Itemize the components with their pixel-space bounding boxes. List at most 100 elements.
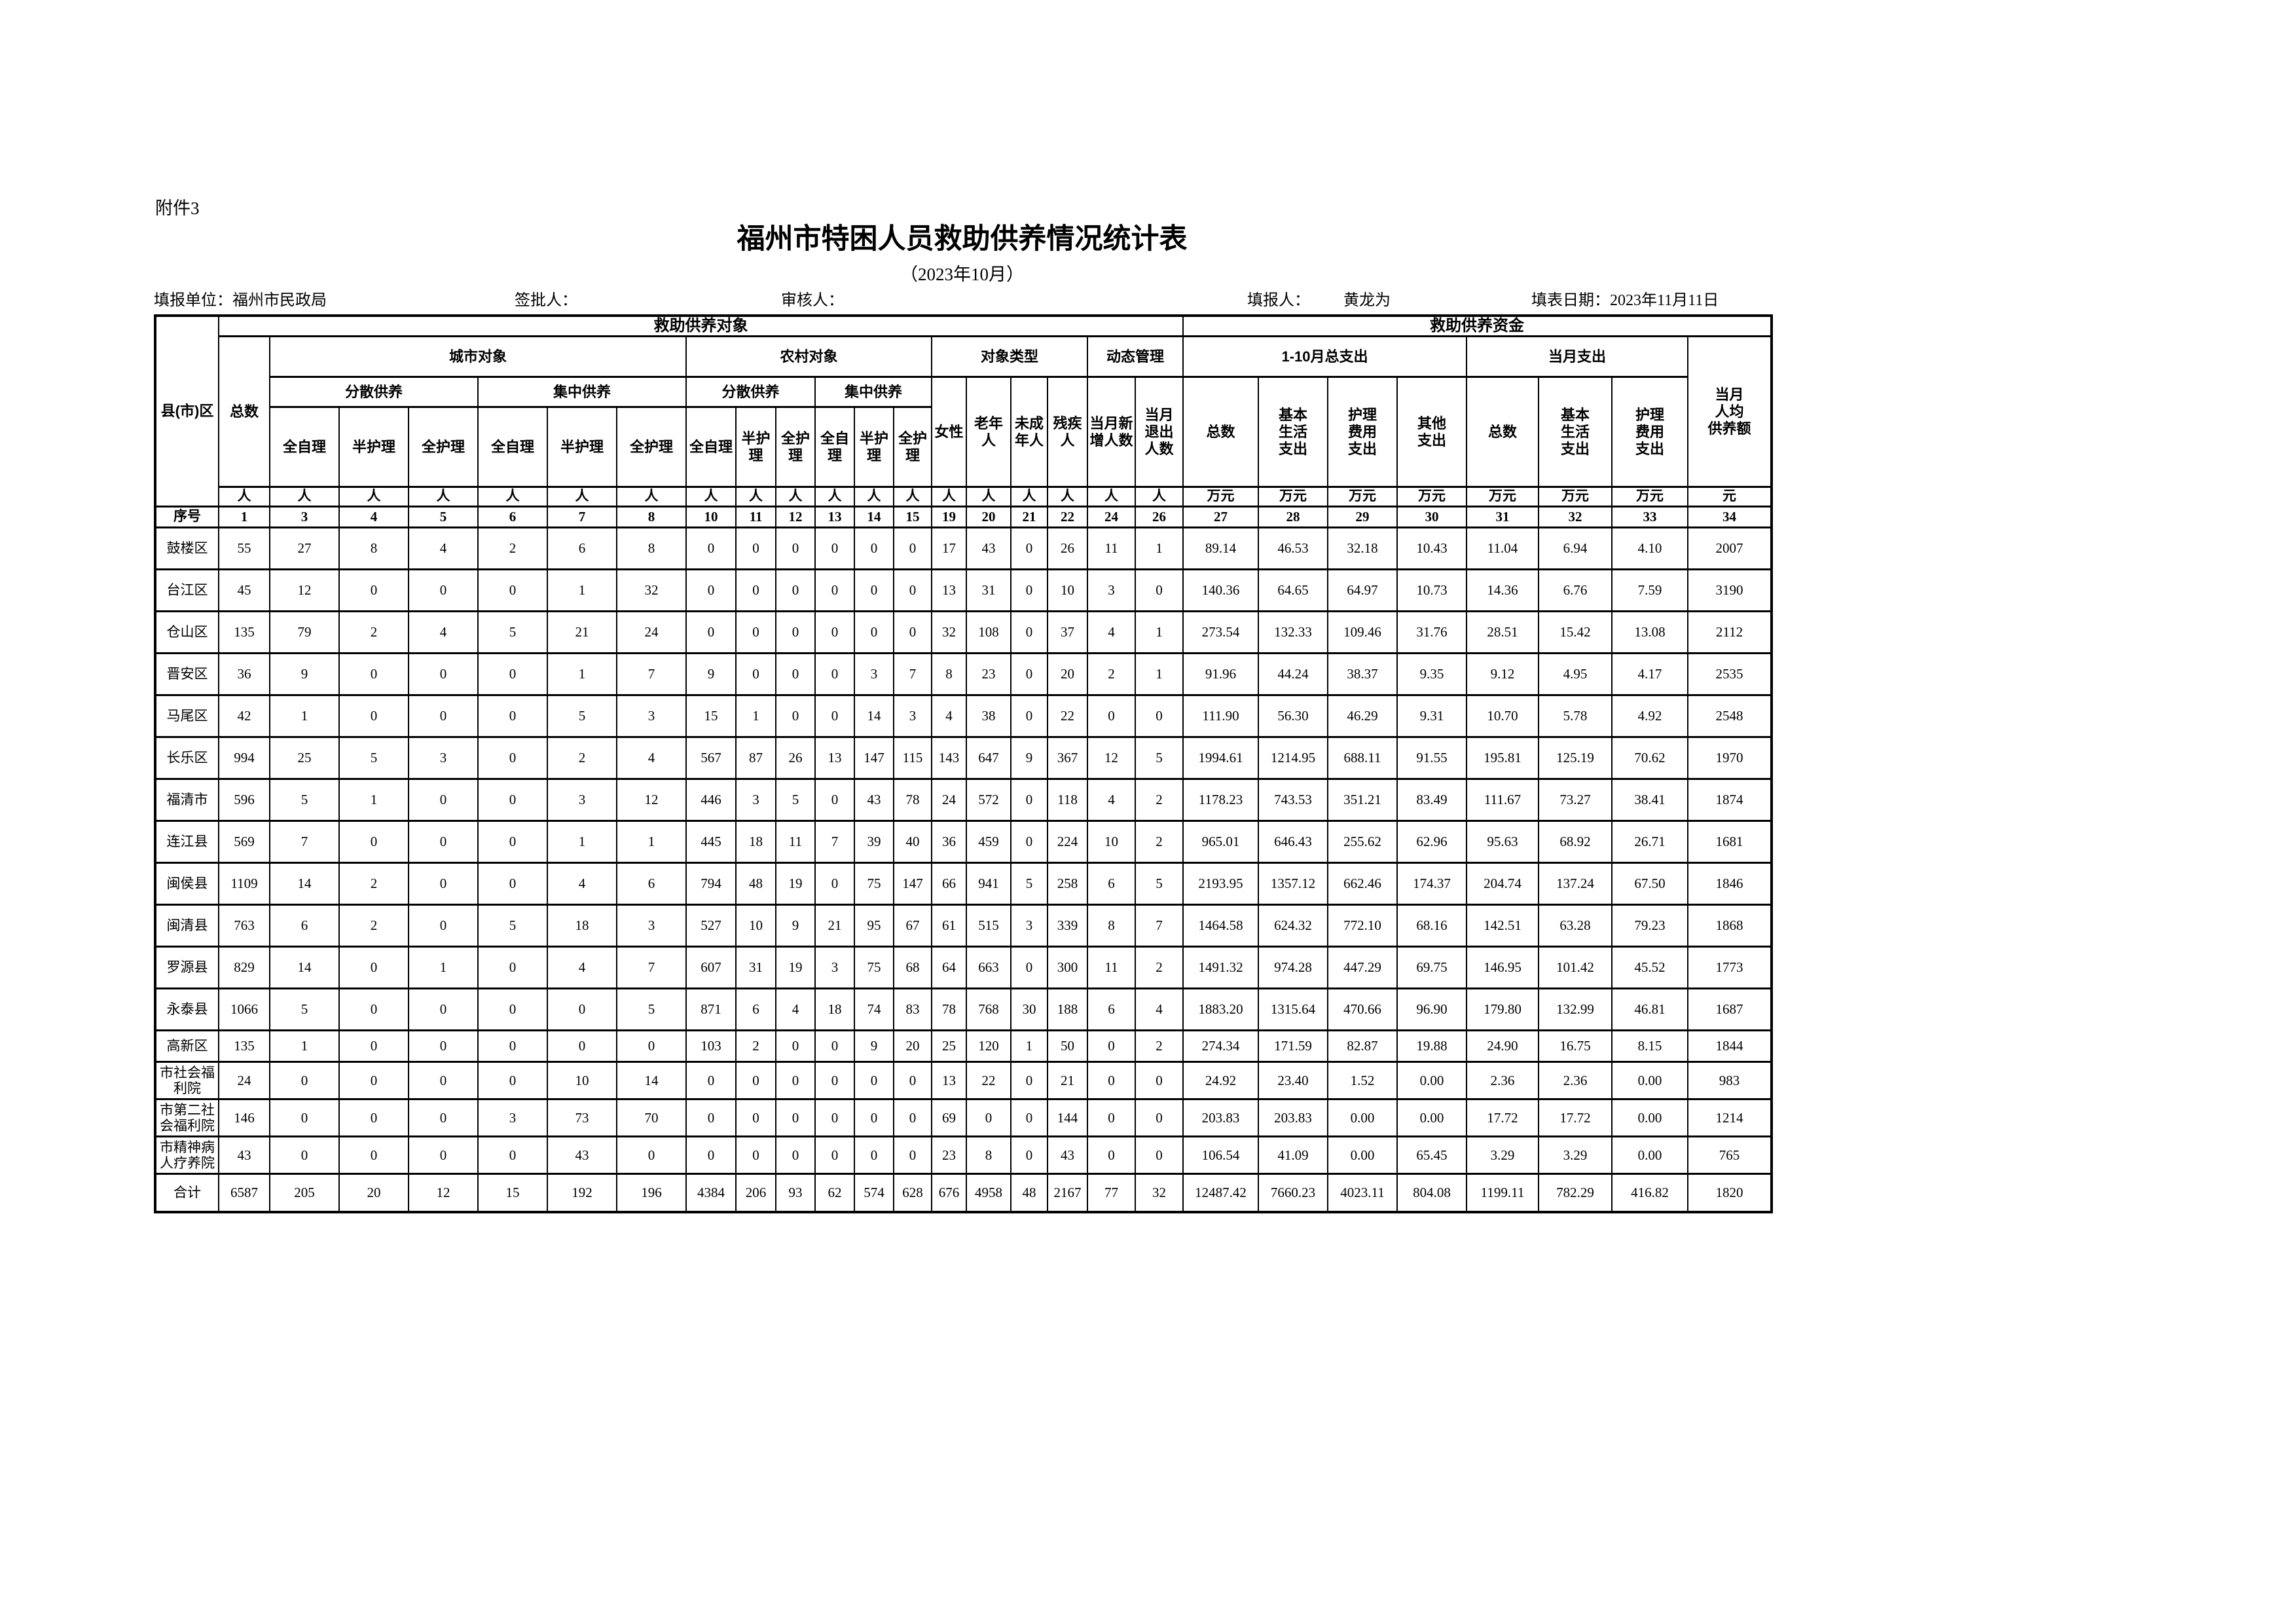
cell: 45.52 [1611, 946, 1688, 990]
seq-cell: 12 [775, 506, 816, 529]
cell: 1970 [1687, 736, 1772, 781]
row-label: 仓山区 [155, 610, 219, 655]
cell: 1820 [1687, 1173, 1772, 1213]
cell: 8 [966, 1135, 1011, 1175]
cell: 0 [1010, 568, 1048, 613]
header-row-3: 分散供养 集中供养 分散供养 集中供养 女性 老年 人 未成 年人 残疾 人 当… [155, 376, 1772, 489]
unit-cell: 人 [1047, 486, 1088, 508]
cell: 39 [854, 820, 894, 864]
table-row: 闽侯县 1109 14 2 0 0 4 6 794 48 19 0 75 147 66 941 5 258 6 5 21… [155, 862, 1772, 906]
cell: 0 [854, 1061, 894, 1101]
cell: 205 [269, 1173, 340, 1213]
cell: 101.42 [1538, 946, 1613, 990]
seq-cell: 20 [966, 506, 1011, 529]
cell: 1357.12 [1258, 862, 1328, 906]
cell: 0 [966, 1098, 1011, 1138]
col-header-total: 总数 [218, 335, 270, 489]
cell: 416.82 [1611, 1173, 1688, 1213]
cell: 109.46 [1327, 610, 1398, 655]
cell: 1874 [1687, 778, 1772, 822]
unit-cell: 人 [814, 486, 855, 508]
cell: 0 [408, 1029, 479, 1063]
table-row: 福清市 596 5 1 0 0 3 12 446 3 5 0 43 78 24 572 0 118 4 2 1178.2… [155, 778, 1772, 822]
col-header-total-expense: 总数 [1182, 376, 1259, 489]
cell: 0 [547, 987, 617, 1032]
cell: 132.33 [1258, 610, 1328, 655]
table-row: 晋安区 36 9 0 0 0 1 7 9 0 0 0 3 7 8 23 0 20 2 1 91.96 44.24 38.37… [155, 652, 1772, 697]
cell: 0 [269, 1061, 340, 1101]
cell: 95.63 [1466, 820, 1539, 864]
table-row: 长乐区 994 25 5 3 0 2 4 567 87 26 13 147 115 143 647 9 367 12… [155, 736, 1772, 781]
cell: 0 [1010, 652, 1048, 697]
cell: 144 [1047, 1098, 1088, 1138]
cell: 1868 [1687, 904, 1772, 948]
cell: 20 [338, 1173, 409, 1213]
cell: 7 [1135, 904, 1184, 948]
row-label: 马尾区 [155, 694, 219, 739]
cell: 132.99 [1538, 987, 1613, 1032]
cell: 4023.11 [1327, 1173, 1398, 1213]
seq-cell: 14 [854, 506, 894, 529]
cell: 624.32 [1258, 904, 1328, 948]
cell: 75 [854, 946, 894, 990]
cell: 6 [547, 526, 617, 571]
cell: 32 [616, 568, 687, 613]
cell: 965.01 [1182, 820, 1259, 864]
cell: 0 [854, 526, 894, 571]
cell: 2 [547, 736, 617, 781]
cell: 21 [547, 610, 617, 655]
cell: 115 [893, 736, 932, 781]
cell: 607 [685, 946, 737, 990]
cell: 0 [477, 1061, 548, 1101]
cell: 5 [616, 987, 687, 1032]
cell: 1199.11 [1466, 1173, 1539, 1213]
cell: 111.67 [1466, 778, 1539, 822]
cell: 4 [1135, 987, 1184, 1032]
header-row-4: 全自理 半护理 全护理 全自理 半护理 全护理 全自理 半护 理 全护 理 全自… [155, 406, 1772, 489]
cell: 7 [616, 652, 687, 697]
cell: 1214 [1687, 1098, 1772, 1138]
cell: 572 [966, 778, 1011, 822]
col-header-targets: 救助供养对象 [218, 314, 1184, 338]
cell: 19 [775, 862, 816, 906]
table-row: 罗源县 829 14 0 1 0 4 7 607 31 19 3 75 68 64 663 0 300 11 2 149… [155, 946, 1772, 990]
cell: 4 [931, 694, 967, 739]
col-header-rural-cent-self-care: 全自 理 [814, 406, 855, 489]
cell: 0 [1087, 1135, 1136, 1175]
cell: 1464.58 [1182, 904, 1259, 948]
cell: 941 [966, 862, 1011, 906]
cell: 0 [685, 1098, 737, 1138]
cell: 10 [547, 1061, 617, 1101]
cell: 4 [616, 736, 687, 781]
cell: 11.04 [1466, 526, 1539, 571]
cell: 143 [931, 736, 967, 781]
cell: 0 [893, 1135, 932, 1175]
cell: 782.29 [1538, 1173, 1613, 1213]
cell: 0.00 [1396, 1061, 1467, 1101]
cell: 18 [735, 820, 776, 864]
cell: 0 [1010, 778, 1048, 822]
col-header-month-expense: 当月支出 [1466, 335, 1688, 378]
cell: 0 [735, 652, 776, 697]
cell: 1109 [218, 862, 270, 906]
cell: 48 [1010, 1173, 1048, 1213]
cell: 763 [218, 904, 270, 948]
cell: 32 [1135, 1173, 1184, 1213]
cell: 0 [735, 1098, 776, 1138]
cell: 4 [775, 987, 816, 1032]
cell: 147 [854, 736, 894, 781]
cell: 0 [338, 946, 409, 990]
cell: 0 [775, 1098, 816, 1138]
cell: 0 [338, 1098, 409, 1138]
cell: 829 [218, 946, 270, 990]
cell: 75 [854, 862, 894, 906]
cell: 4 [408, 526, 479, 571]
cell: 0 [408, 820, 479, 864]
col-header-jan-oct-expense: 1-10月总支出 [1182, 335, 1467, 378]
cell: 1214.95 [1258, 736, 1328, 781]
cell: 0 [893, 526, 932, 571]
seq-cell: 26 [1135, 506, 1184, 529]
cell: 2535 [1687, 652, 1772, 697]
cell: 36 [931, 820, 967, 864]
cell: 447.29 [1327, 946, 1398, 990]
